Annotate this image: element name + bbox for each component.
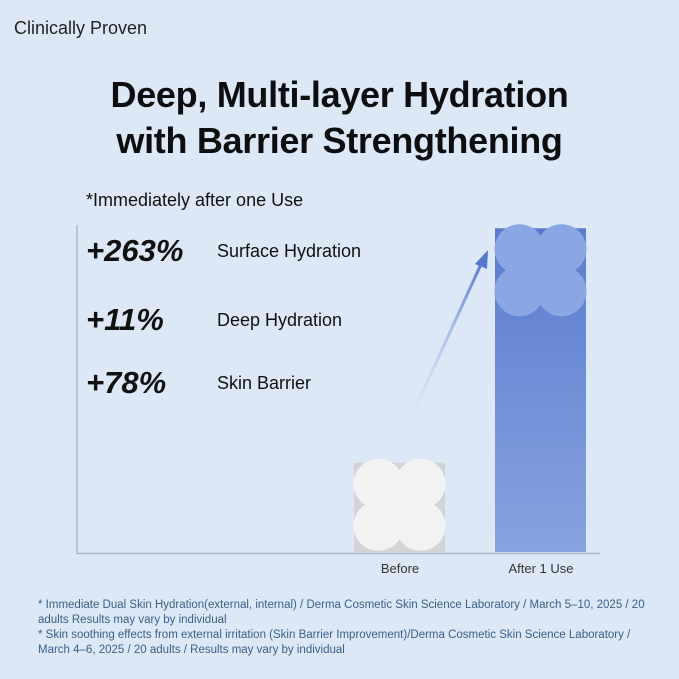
title-line-1: Deep, Multi-layer Hydration [110,74,569,115]
stat-skin-barrier: +78% Skin Barrier [86,365,311,401]
footnote-1: * Immediate Dual Skin Hydration(external… [38,599,645,626]
footnotes: * Immediate Dual Skin Hydration(external… [38,598,658,658]
subtitle: *Immediately after one Use [86,190,304,210]
title-line-2: with Barrier Strengthening [116,120,563,161]
clover-icon [353,458,446,551]
stat-surface-hydration: +263% Surface Hydration [86,233,361,269]
stat-value: +78% [86,365,167,400]
stat-value: +11% [86,302,164,337]
stat-value: +263% [86,233,184,268]
arrow-head-icon [475,250,488,269]
x-tick-label-after: After 1 Use [508,561,573,576]
clinically-proven-tag: Clinically Proven [14,18,148,38]
stat-label: Skin Barrier [217,372,312,393]
stat-label: Surface Hydration [217,240,362,261]
x-tick-label-before: Before [381,561,419,576]
increase-arrow [400,261,484,438]
page-title: Deep, Multi-layer Hydration with Barrier… [0,72,679,164]
stat-deep-hydration: +11% Deep Hydration [86,302,342,338]
footnote-2: * Skin soothing effects from external ir… [38,629,631,656]
stat-label: Deep Hydration [217,309,343,330]
clover-icon [494,224,587,317]
